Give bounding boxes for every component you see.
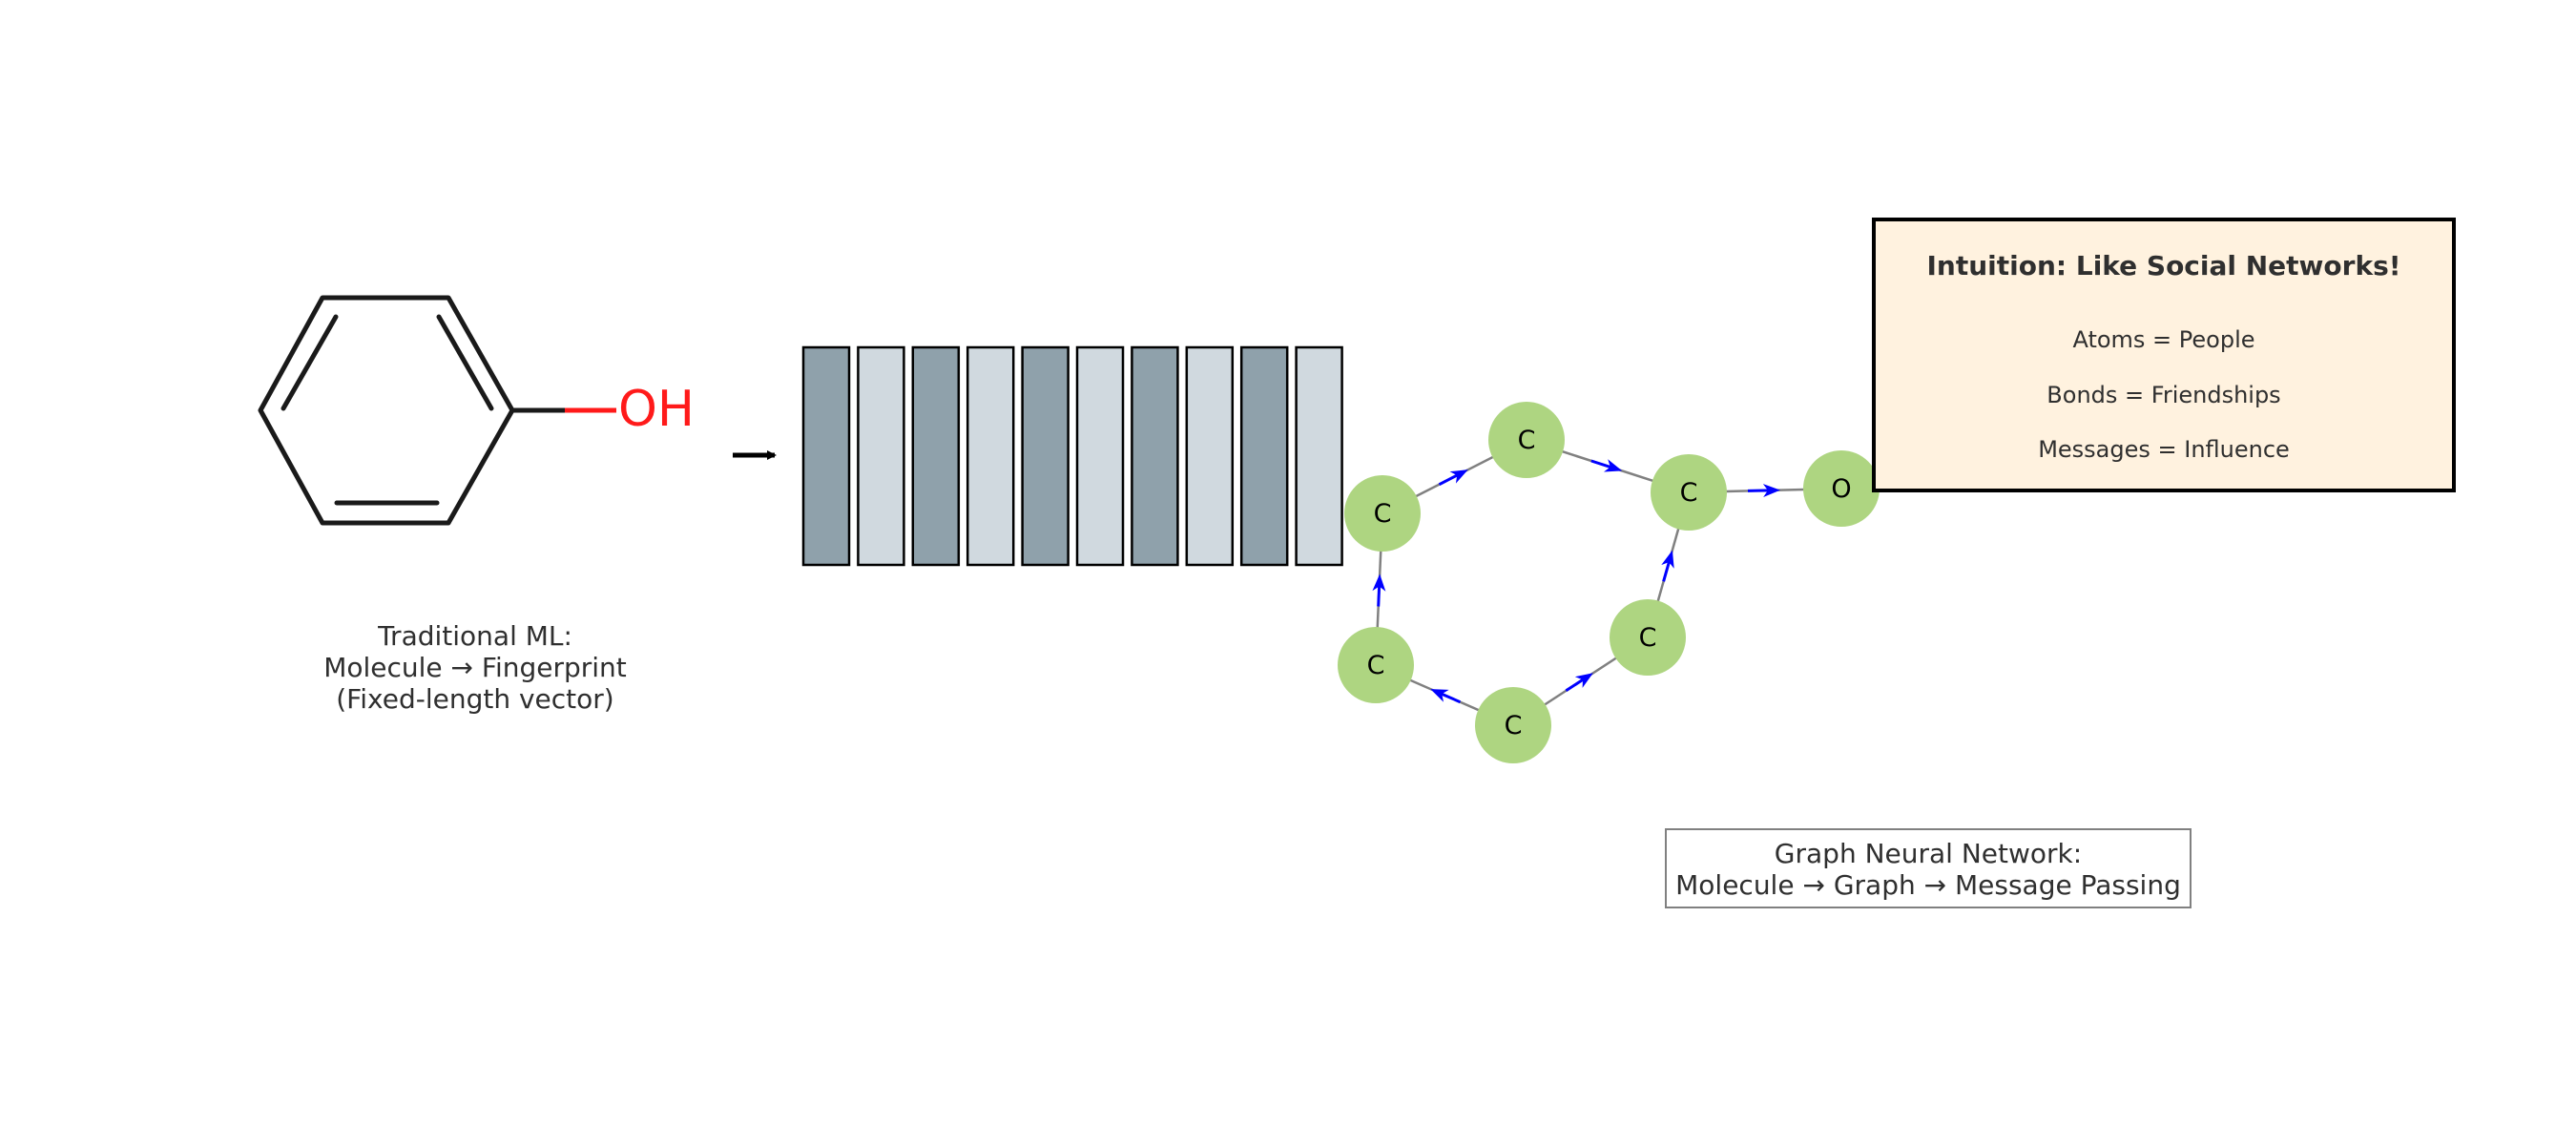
fingerprint-bit: [1239, 345, 1289, 567]
fingerprint-bit: [966, 345, 1015, 567]
atom-circle: [1338, 627, 1414, 703]
atom-label: C: [1367, 651, 1385, 680]
atom-node: C: [1610, 599, 1686, 676]
double-bond-inner: [280, 314, 339, 411]
atom-label: C: [1518, 426, 1536, 455]
fingerprint-bit: [1295, 345, 1343, 567]
hydroxyl-label: OH: [618, 381, 695, 438]
traditional-ml-caption: Traditional ML: Molecule → Fingerprint (…: [284, 620, 666, 715]
atom-node: O: [1803, 450, 1880, 527]
intuition-line-atoms: Atoms = People: [2072, 326, 2255, 353]
gnn-caption: Graph Neural Network: Molecule → Graph →…: [1665, 828, 2192, 908]
phenol-structure: OH: [258, 295, 695, 526]
caption-line: Graph Neural Network:: [1774, 838, 2083, 869]
atom-node: C: [1344, 475, 1421, 552]
atom-label: C: [1374, 499, 1392, 529]
atom-node: C: [1475, 687, 1551, 763]
intuition-line-bonds: Bonds = Friendships: [2046, 382, 2281, 408]
atom-circle: [1475, 687, 1551, 763]
atom-circle: [1803, 450, 1880, 527]
fingerprint-bit: [801, 345, 851, 567]
atom-node: C: [1488, 402, 1565, 478]
benzene-ring: [258, 295, 515, 526]
message-arrow: [1372, 573, 1386, 607]
atom-label: C: [1680, 478, 1698, 508]
atom-node: C: [1651, 454, 1727, 531]
fingerprint-bit: [1021, 345, 1070, 567]
message-arrow: [1565, 673, 1593, 693]
atom-label: C: [1505, 711, 1523, 740]
message-arrow: [1430, 689, 1462, 704]
atom-node: C: [1338, 627, 1414, 703]
atom-label: C: [1639, 623, 1657, 653]
intuition-box: Intuition: Like Social Networks! Atoms =…: [1872, 218, 2456, 492]
atom-circle: [1344, 475, 1421, 552]
message-arrows: [1372, 459, 1780, 704]
atom-label: O: [1831, 474, 1851, 504]
atom-circle: [1651, 454, 1727, 531]
caption-line: Molecule → Graph → Message Passing: [1675, 869, 2181, 901]
fingerprint-bit: [1075, 345, 1125, 567]
molecular-graph: C C C C C C O: [1338, 402, 1880, 763]
fingerprint-bit: [857, 345, 905, 567]
atom-circle: [1488, 402, 1565, 478]
atom-circle: [1610, 599, 1686, 676]
intuition-title: Intuition: Like Social Networks!: [1926, 250, 2401, 282]
caption-line: (Fixed-length vector): [336, 683, 614, 715]
message-arrow: [1747, 484, 1780, 498]
double-bond-inner: [436, 314, 494, 411]
fingerprint-bit: [1131, 345, 1179, 567]
caption-line: Traditional ML:: [378, 620, 572, 652]
fingerprint-bit: [1185, 345, 1235, 567]
message-arrow: [1438, 469, 1468, 487]
message-arrow: [1661, 550, 1674, 582]
intuition-line-messages: Messages = Influence: [2038, 436, 2290, 463]
fingerprint-bit: [911, 345, 961, 567]
message-arrow: [1590, 459, 1623, 472]
fingerprint-vector: [801, 345, 1343, 567]
caption-line: Molecule → Fingerprint: [323, 652, 627, 683]
